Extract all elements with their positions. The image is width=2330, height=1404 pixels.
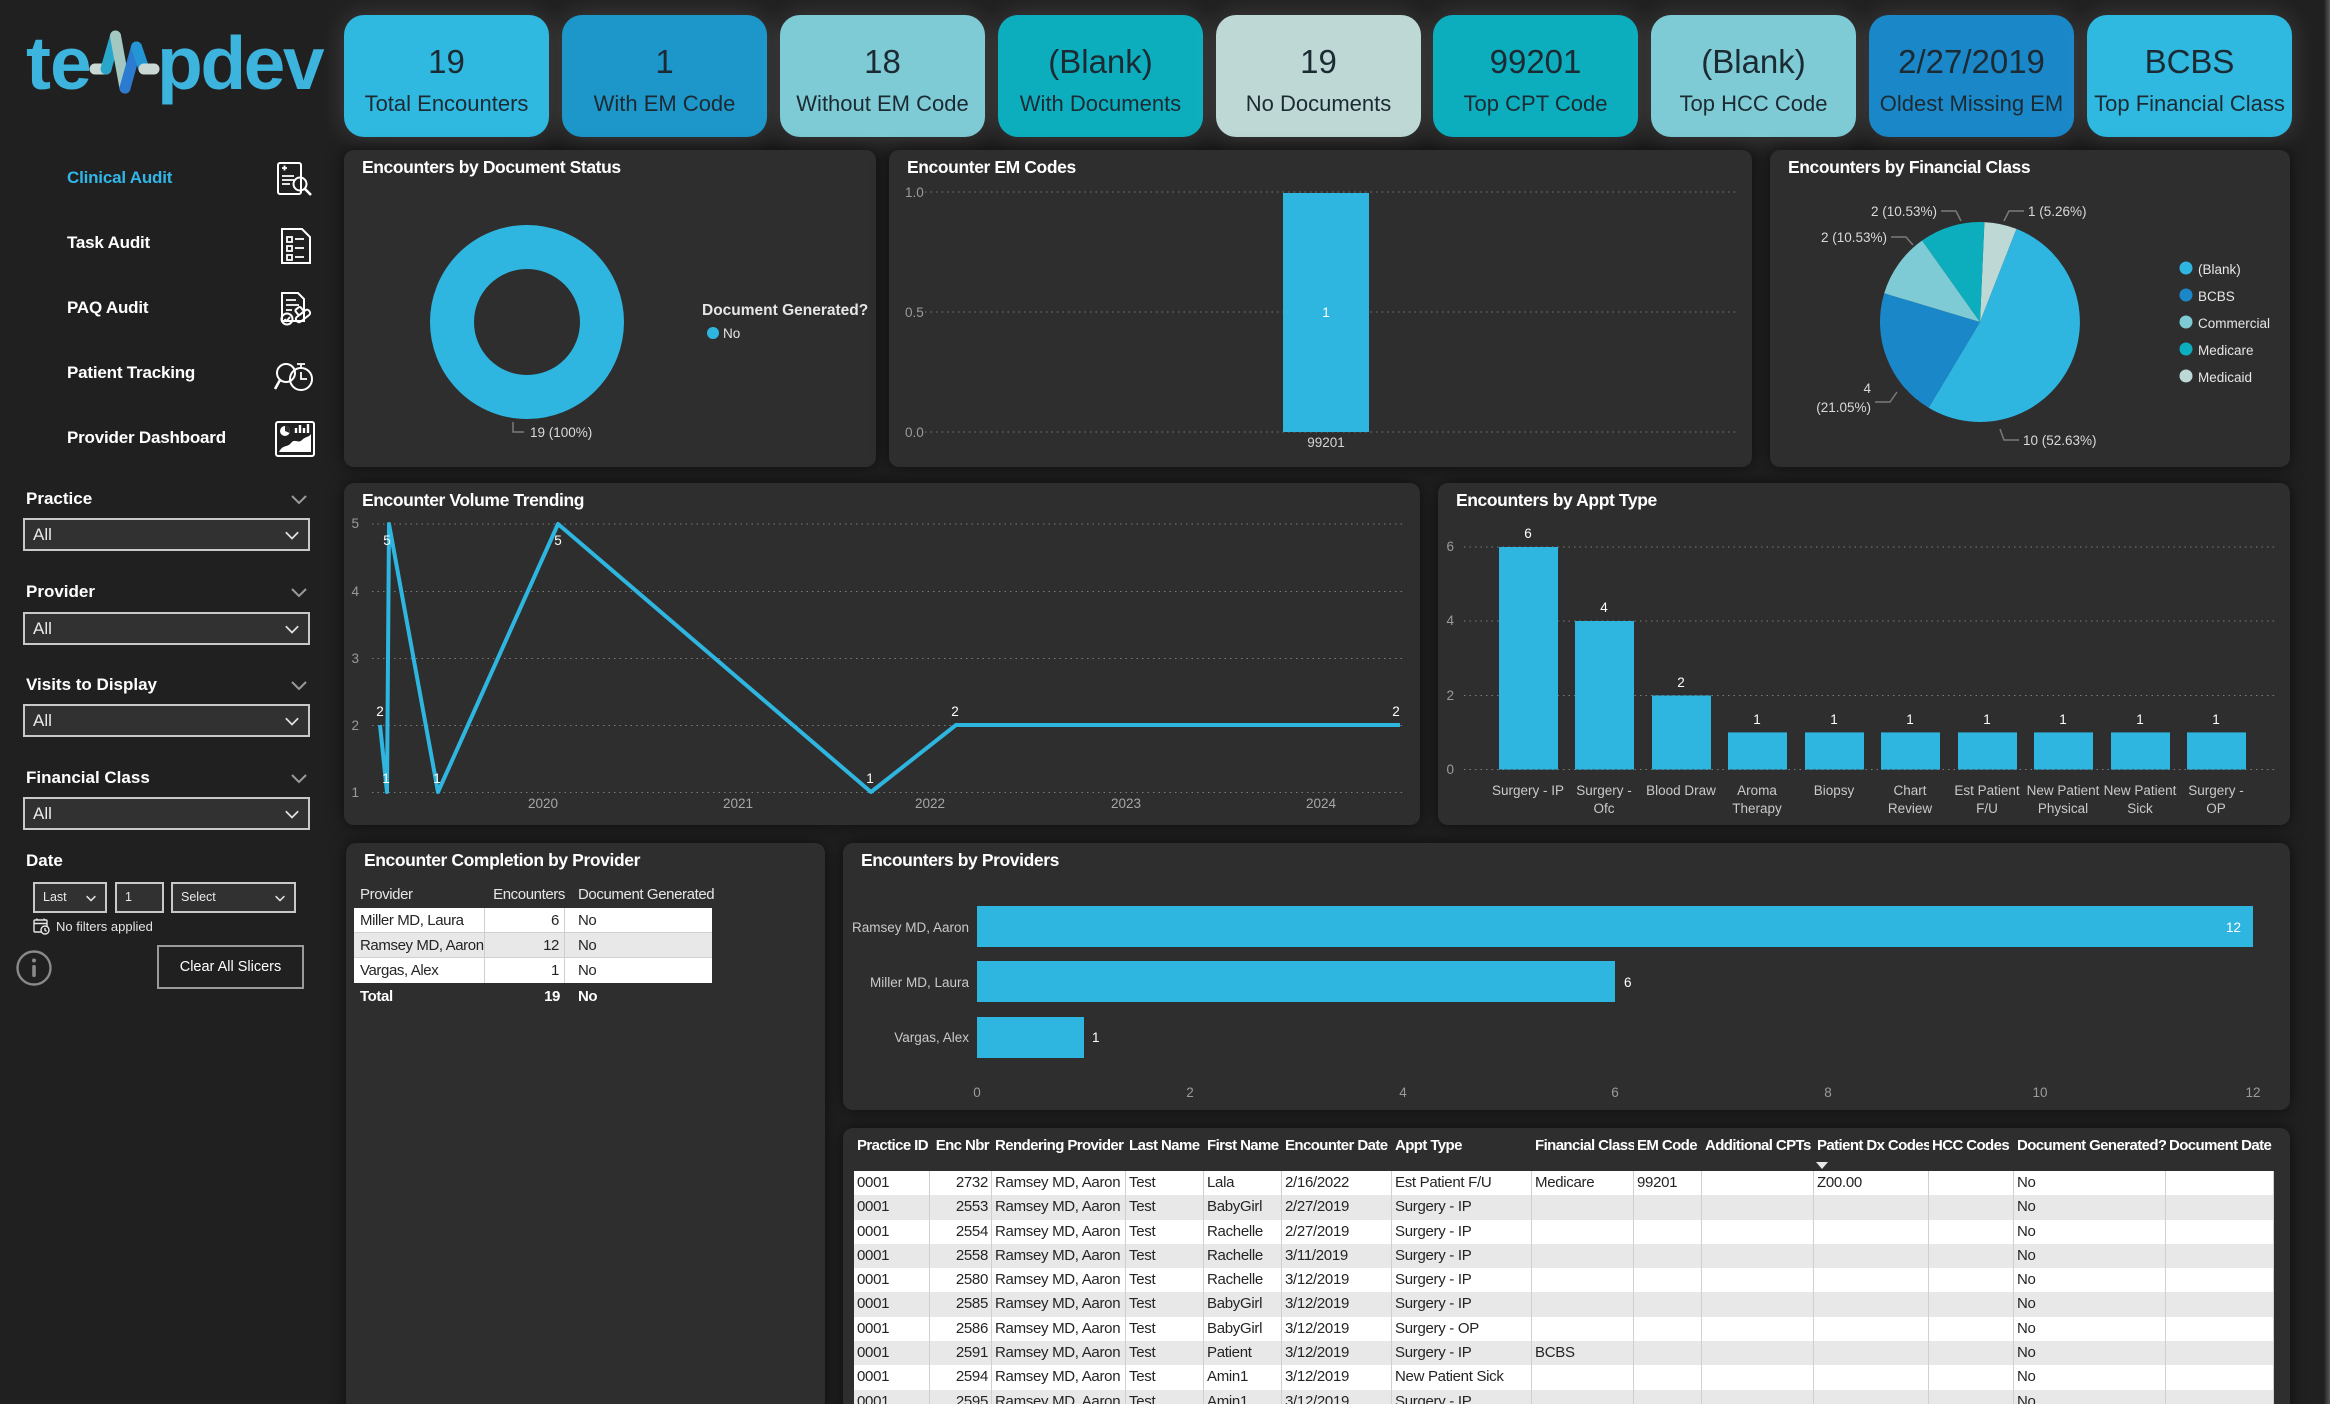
svg-text:Aroma: Aroma — [1737, 783, 1777, 798]
svg-text:Review: Review — [1888, 801, 1933, 816]
svg-text:12: 12 — [2226, 920, 2241, 935]
svg-text:Therapy: Therapy — [1732, 801, 1782, 816]
svg-text:1: 1 — [1092, 1030, 1100, 1045]
svg-text:1 (5.26%): 1 (5.26%) — [2028, 204, 2087, 219]
svg-text:0: 0 — [973, 1085, 981, 1100]
svg-text:6: 6 — [1611, 1085, 1619, 1100]
svg-text:New Patient: New Patient — [2027, 783, 2100, 798]
svg-text:5: 5 — [351, 516, 359, 531]
svg-text:Surgery - IP: Surgery - IP — [1492, 783, 1564, 798]
svg-text:19 (100%): 19 (100%) — [530, 425, 592, 440]
svg-text:Surgery -: Surgery - — [1576, 783, 1632, 798]
svg-text:(Blank): (Blank) — [2198, 262, 2241, 277]
svg-text:1: 1 — [2136, 712, 2144, 727]
svg-text:Est Patient: Est Patient — [1954, 783, 2020, 798]
svg-text:1.0: 1.0 — [905, 185, 924, 200]
svg-text:Ofc: Ofc — [1593, 801, 1614, 816]
svg-text:pdev: pdev — [157, 21, 325, 105]
svg-text:Medicare: Medicare — [2198, 343, 2254, 358]
svg-text:F/U: F/U — [1976, 801, 1998, 816]
svg-text:2: 2 — [1392, 704, 1400, 719]
svg-text:2023: 2023 — [1111, 796, 1141, 811]
svg-text:1: 1 — [1322, 305, 1330, 320]
svg-text:1: 1 — [382, 771, 390, 786]
svg-text:4: 4 — [1600, 600, 1608, 615]
svg-text:Miller MD, Laura: Miller MD, Laura — [870, 975, 970, 990]
svg-text:1: 1 — [433, 771, 441, 786]
svg-text:2: 2 — [1186, 1085, 1194, 1100]
svg-text:4: 4 — [1863, 381, 1871, 396]
svg-text:2022: 2022 — [915, 796, 945, 811]
svg-text:1: 1 — [2212, 712, 2220, 727]
svg-text:Physical: Physical — [2038, 801, 2088, 816]
svg-text:No: No — [723, 326, 740, 341]
svg-text:0: 0 — [1446, 762, 1454, 777]
svg-text:12: 12 — [2245, 1085, 2260, 1100]
svg-text:2: 2 — [351, 718, 359, 733]
svg-text:4: 4 — [1446, 613, 1454, 628]
svg-text:Sick: Sick — [2127, 801, 2153, 816]
svg-text:2: 2 — [376, 704, 384, 719]
svg-text:OP: OP — [2206, 801, 2226, 816]
svg-text:1: 1 — [1906, 712, 1914, 727]
svg-text:1: 1 — [2059, 712, 2067, 727]
svg-text:3: 3 — [351, 651, 359, 666]
svg-text:6: 6 — [1624, 975, 1632, 990]
svg-text:4: 4 — [1399, 1085, 1407, 1100]
svg-text:6: 6 — [1524, 526, 1532, 541]
svg-text:Biopsy: Biopsy — [1814, 783, 1855, 798]
svg-text:2: 2 — [1446, 688, 1454, 703]
svg-text:1: 1 — [1830, 712, 1838, 727]
svg-text:Blood Draw: Blood Draw — [1646, 783, 1716, 798]
svg-text:Vargas, Alex: Vargas, Alex — [894, 1030, 969, 1045]
svg-text:5: 5 — [554, 533, 562, 548]
svg-text:4: 4 — [351, 584, 359, 599]
svg-text:te: te — [26, 21, 91, 105]
svg-text:2: 2 — [1677, 675, 1685, 690]
svg-text:Chart: Chart — [1893, 783, 1926, 798]
svg-text:2024: 2024 — [1306, 796, 1337, 811]
svg-text:10: 10 — [2032, 1085, 2047, 1100]
svg-text:1: 1 — [1753, 712, 1761, 727]
svg-text:0.0: 0.0 — [905, 425, 924, 440]
svg-text:2 (10.53%): 2 (10.53%) — [1871, 204, 1937, 219]
svg-text:0.5: 0.5 — [905, 305, 924, 320]
svg-text:10 (52.63%): 10 (52.63%) — [2023, 433, 2097, 448]
svg-text:8: 8 — [1824, 1085, 1832, 1100]
svg-text:5: 5 — [383, 533, 391, 548]
svg-text:2021: 2021 — [723, 796, 753, 811]
svg-text:6: 6 — [1446, 539, 1454, 554]
svg-text:New Patient: New Patient — [2104, 783, 2177, 798]
svg-text:Medicaid: Medicaid — [2198, 370, 2252, 385]
svg-text:Commercial: Commercial — [2198, 316, 2270, 331]
svg-text:99201: 99201 — [1307, 435, 1345, 450]
svg-text:Ramsey MD, Aaron: Ramsey MD, Aaron — [852, 920, 969, 935]
svg-text:(21.05%): (21.05%) — [1816, 400, 1871, 415]
svg-text:2 (10.53%): 2 (10.53%) — [1821, 230, 1887, 245]
svg-text:2: 2 — [951, 704, 959, 719]
svg-text:Surgery -: Surgery - — [2188, 783, 2244, 798]
svg-text:1: 1 — [351, 785, 359, 800]
svg-text:1: 1 — [866, 771, 874, 786]
svg-text:2020: 2020 — [528, 796, 558, 811]
svg-text:BCBS: BCBS — [2198, 289, 2235, 304]
svg-text:Document Generated?: Document Generated? — [702, 302, 868, 319]
svg-text:1: 1 — [1983, 712, 1991, 727]
